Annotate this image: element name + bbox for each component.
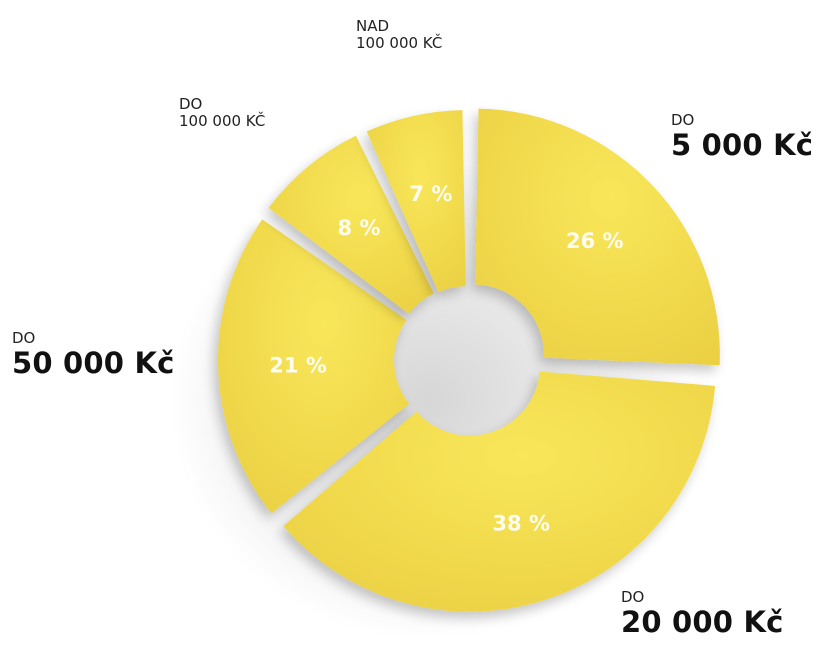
slice-value-label-1: 38 % [492, 512, 550, 536]
category-label-2-prefix: DO [12, 329, 36, 347]
category-label-2: DO 50 000 Kč [12, 329, 175, 381]
category-label-0-prefix: DO [671, 111, 695, 129]
category-label-1-amount: 20 000 Kč [621, 605, 784, 640]
slice-value-labels: 26 % 38 % 21 % 8 % 7 % [269, 182, 623, 535]
donut-slice-2 [218, 219, 410, 514]
category-label-1-prefix: DO [621, 588, 645, 606]
category-label-4-amount: 100 000 KČ [356, 34, 443, 53]
donut-slices [218, 108, 720, 612]
category-label-3-prefix: DO [179, 95, 203, 113]
category-label-3: DO 100 000 KČ [179, 95, 266, 131]
category-label-4: NAD 100 000 KČ [356, 17, 443, 53]
donut-slice-0 [475, 108, 720, 366]
slice-value-label-3: 8 % [338, 216, 381, 240]
slice-value-label-2: 21 % [269, 353, 327, 377]
slice-value-label-4: 7 % [409, 182, 452, 206]
category-label-1: DO 20 000 Kč [621, 588, 784, 640]
category-label-2-amount: 50 000 Kč [12, 346, 175, 381]
category-label-4-prefix: NAD [356, 17, 390, 35]
category-label-0-amount: 5 000 Kč [671, 128, 814, 163]
donut-slice-3 [268, 135, 434, 314]
category-label-3-amount: 100 000 KČ [179, 112, 266, 131]
donut-slice-4 [366, 110, 466, 293]
slice-value-label-0: 26 % [566, 229, 624, 253]
category-label-0: DO 5 000 Kč [671, 111, 814, 163]
donut-slice-1 [283, 371, 716, 612]
